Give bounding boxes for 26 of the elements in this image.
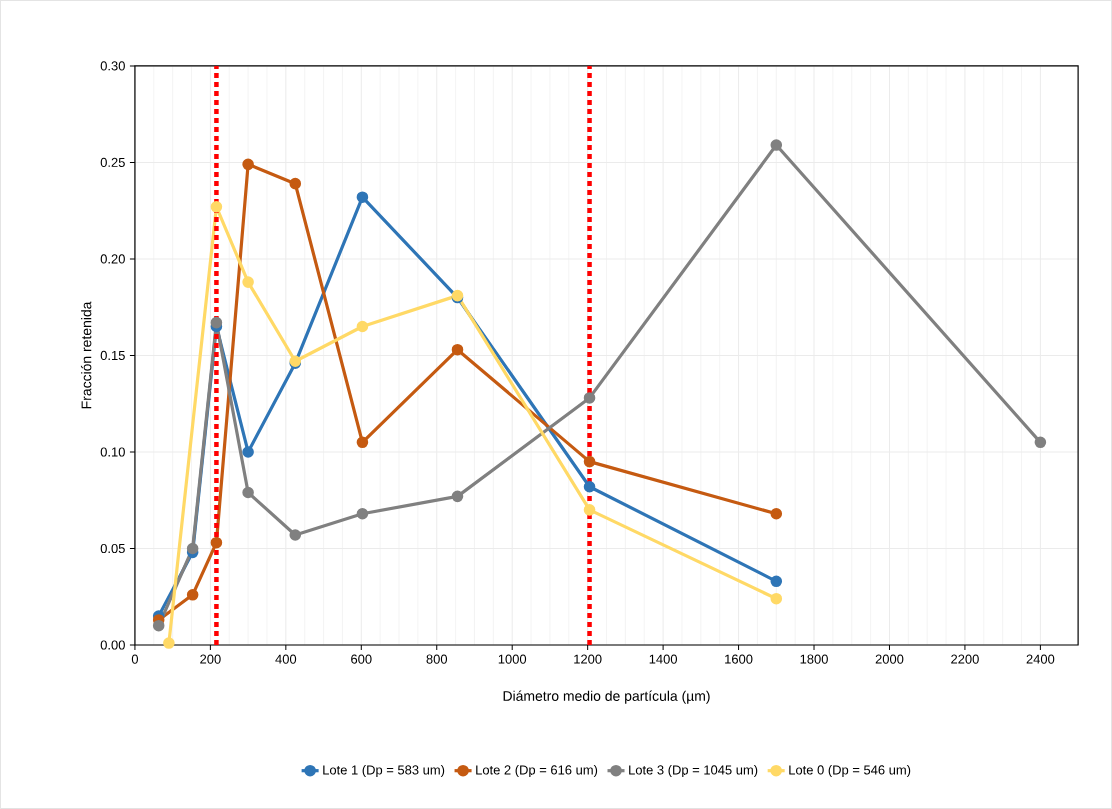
- y-tick-label: 0.15: [100, 350, 125, 361]
- legend-label: Lote 0 (Dp = 546 um): [789, 765, 911, 778]
- legend-label: Lote 2 (Dp = 616 um): [476, 765, 598, 778]
- y-tick-label: 0.20: [100, 254, 125, 264]
- x-tick-label: 1800: [800, 654, 828, 664]
- x-tick-label: 2400: [1026, 654, 1055, 664]
- x-tick-label: 400: [275, 654, 297, 664]
- y-tick-label: 0.05: [100, 543, 125, 554]
- x-tick-label: 2000: [875, 654, 904, 664]
- x-tick-label: 1600: [725, 654, 753, 664]
- x-tick-label: 0: [131, 654, 139, 664]
- y-tick-label: 0.00: [100, 640, 125, 650]
- x-tick-label: 200: [200, 654, 221, 664]
- y-tick-label: 0.10: [100, 447, 125, 457]
- y-axis-title: Fracción retenida: [80, 301, 92, 409]
- x-tick-label: 1000: [498, 654, 527, 664]
- x-axis-title: Diámetro medio de partícula (µm): [503, 690, 710, 704]
- x-tick-label: 2200: [951, 654, 979, 664]
- y-tick-label: 0.30: [100, 61, 125, 71]
- y-tick-label: 0.25: [100, 157, 125, 168]
- x-tick-label: 1400: [649, 654, 678, 664]
- x-tick-label: 600: [351, 654, 372, 664]
- x-tick-label: 800: [426, 654, 448, 664]
- x-tick-label: 1200: [574, 654, 602, 664]
- legend-label: Lote 1 (Dp = 583 um): [323, 765, 445, 778]
- legend-label: Lote 3 (Dp = 1045 um): [629, 765, 758, 778]
